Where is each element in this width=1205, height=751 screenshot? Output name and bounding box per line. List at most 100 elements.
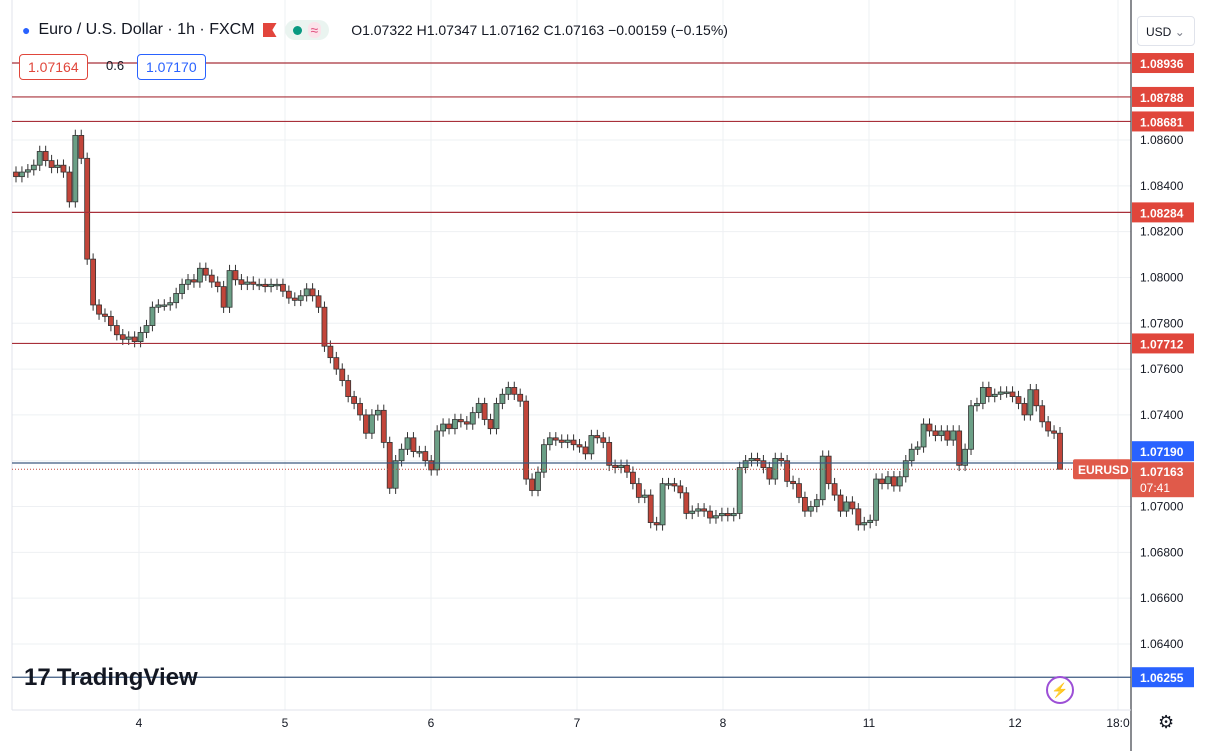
candle-body	[665, 483, 672, 486]
candle-body	[351, 396, 358, 404]
buy-price-button[interactable]: 1.07170	[137, 54, 206, 80]
candle	[991, 388, 998, 403]
currency-label: USD	[1146, 25, 1172, 39]
settings-gear-icon[interactable]: ⚙	[1158, 712, 1175, 732]
candle	[552, 432, 559, 446]
candle	[446, 418, 452, 435]
currency-select[interactable]: USD ⌄	[1137, 16, 1195, 46]
candle	[600, 432, 607, 449]
candle	[440, 418, 446, 437]
candle	[363, 409, 369, 439]
candle-body	[968, 405, 974, 450]
x-tick-label: 7	[574, 716, 581, 730]
candle-body	[588, 435, 595, 455]
candle	[606, 436, 613, 472]
candle	[108, 310, 114, 332]
candle	[641, 489, 648, 504]
candle	[125, 331, 132, 346]
lightning-icon[interactable]: ⚡	[1046, 676, 1074, 704]
candle-body	[920, 423, 927, 448]
current-price-bg	[1132, 462, 1194, 498]
candle	[493, 397, 500, 435]
x-tick-label: 4	[136, 716, 143, 730]
candle	[487, 413, 494, 435]
candle	[113, 319, 120, 341]
candle-body	[594, 435, 601, 439]
candle-body	[1057, 432, 1063, 470]
candle-body	[713, 515, 719, 519]
candle	[1027, 383, 1034, 421]
candle	[665, 477, 672, 490]
candle-body	[1033, 389, 1040, 407]
candle	[457, 413, 464, 428]
candle	[1051, 425, 1057, 439]
candle	[13, 166, 19, 183]
candle	[96, 299, 102, 320]
candle-body	[612, 464, 619, 468]
candle-body	[13, 171, 19, 178]
price-line-label: 1.08681	[1140, 115, 1184, 129]
price-line-label: 1.08936	[1140, 57, 1184, 71]
market-status[interactable]: ≈	[284, 20, 330, 40]
candle	[303, 283, 310, 302]
candle-body	[469, 412, 476, 425]
candle	[535, 466, 541, 497]
candle-body	[618, 464, 624, 468]
candle	[689, 505, 696, 520]
candle	[891, 471, 897, 492]
symbol-title[interactable]: Euro / U.S. Dollar · 1h · FXCM	[38, 21, 255, 38]
candle-body	[748, 458, 755, 462]
candle-body	[867, 519, 874, 523]
candle	[926, 418, 933, 437]
candle-body	[155, 304, 162, 308]
x-tick-label: 11	[863, 716, 876, 730]
flag-icon[interactable]	[262, 23, 277, 37]
candle-body	[291, 297, 298, 301]
candle-body	[813, 499, 820, 507]
candle-body	[285, 290, 292, 299]
candle	[529, 473, 535, 497]
candle-body	[576, 444, 583, 448]
candle-body	[653, 522, 660, 526]
y-tick-label: 1.08000	[1140, 270, 1184, 284]
price-label-bg	[1132, 111, 1194, 132]
candle	[380, 404, 387, 449]
x-tick-label: 8	[720, 716, 727, 730]
candle	[825, 450, 832, 490]
candle	[849, 496, 856, 515]
candle	[208, 269, 215, 288]
candle	[754, 452, 761, 467]
candle-body	[944, 430, 951, 441]
candle	[517, 388, 524, 407]
candle-body	[843, 501, 850, 512]
candle	[19, 166, 25, 183]
candle-body	[191, 279, 197, 283]
candle-body	[736, 467, 743, 514]
price-label-bg	[1132, 53, 1194, 74]
candle	[179, 278, 185, 300]
candle	[481, 397, 488, 426]
candle-body	[416, 451, 423, 454]
price-line-label: 1.08788	[1140, 91, 1184, 105]
candle	[428, 454, 435, 476]
candle-body	[297, 295, 304, 301]
candle-body	[908, 448, 915, 462]
candle-body	[250, 281, 257, 285]
candle	[837, 489, 844, 517]
candle	[855, 503, 862, 531]
candle-body	[173, 293, 180, 304]
candle-body	[66, 171, 73, 203]
candle	[701, 503, 707, 517]
sell-price-button[interactable]: 1.07164	[19, 54, 88, 80]
candle	[196, 262, 203, 288]
candle-body	[647, 494, 654, 523]
candle-body	[440, 423, 446, 432]
candle	[730, 507, 737, 522]
candle-body	[131, 336, 138, 342]
candle-body	[386, 441, 393, 489]
candle-body	[807, 506, 814, 512]
candle-body	[102, 313, 108, 317]
candle-body	[256, 283, 263, 287]
candle	[582, 441, 589, 460]
